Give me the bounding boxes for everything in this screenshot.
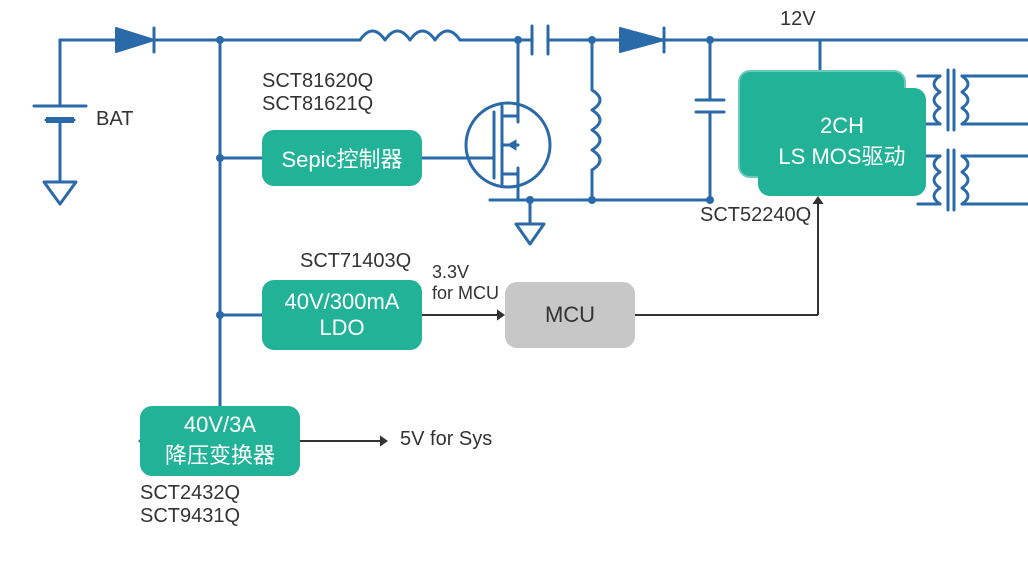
ldo-part-label: SCT71403Q	[300, 250, 411, 273]
buck-parts-label: SCT2432Q SCT9431Q	[140, 482, 240, 528]
mosdrv-part-label: SCT52240Q	[700, 204, 811, 227]
mcu-block: MCU	[505, 282, 635, 348]
sepic-parts-label: SCT81620Q SCT81621Q	[262, 70, 373, 116]
sepic-controller-block: Sepic控制器	[262, 130, 422, 186]
mos-driver-front-block: 2CH LS MOS驱动	[758, 88, 926, 196]
ldo-block: 40V/300mA LDO	[262, 280, 422, 350]
v12-label: 12V	[780, 8, 816, 31]
v5-label: 5V for Sys	[400, 428, 492, 451]
v33-label: 3.3V for MCU	[432, 262, 499, 304]
buck-converter-block: 40V/3A 降压变换器	[140, 406, 300, 476]
bat-label: BAT	[96, 108, 133, 131]
